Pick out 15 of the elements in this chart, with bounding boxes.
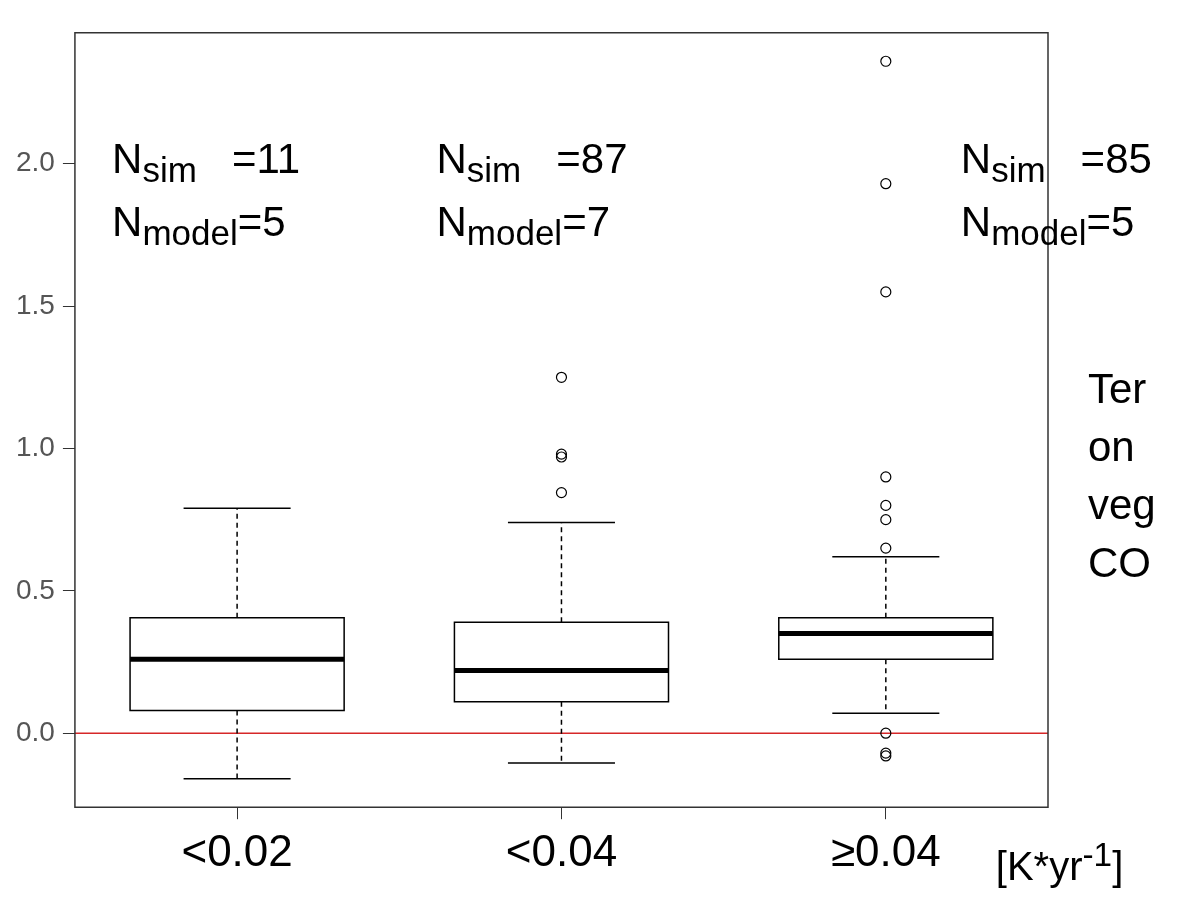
text: veg [1088, 479, 1156, 530]
x-tick-label: ≥0.04 [830, 825, 941, 875]
x-tick-label: <0.04 [505, 825, 618, 875]
text: Ter [1088, 363, 1147, 414]
x-tick-label: <0.02 [181, 825, 293, 875]
y-tick-label: 1.0 [15, 431, 55, 463]
x-axis-title: [K*yr$^{-1}$] [995, 835, 1124, 891]
y-tick-label: 2.0 [15, 146, 55, 178]
y-tick-label: 1.5 [15, 288, 55, 320]
y-tick-label: 0.0 [15, 715, 55, 747]
text: N$_{sim}$ =11 N$_{model}$=5 [112, 134, 301, 253]
text: CO [1088, 537, 1151, 588]
y-tick-label: 0.5 [15, 573, 55, 605]
text: on [1088, 421, 1135, 472]
text: N$_{sim}$ =87 N$_{model}$=7 [436, 134, 628, 253]
